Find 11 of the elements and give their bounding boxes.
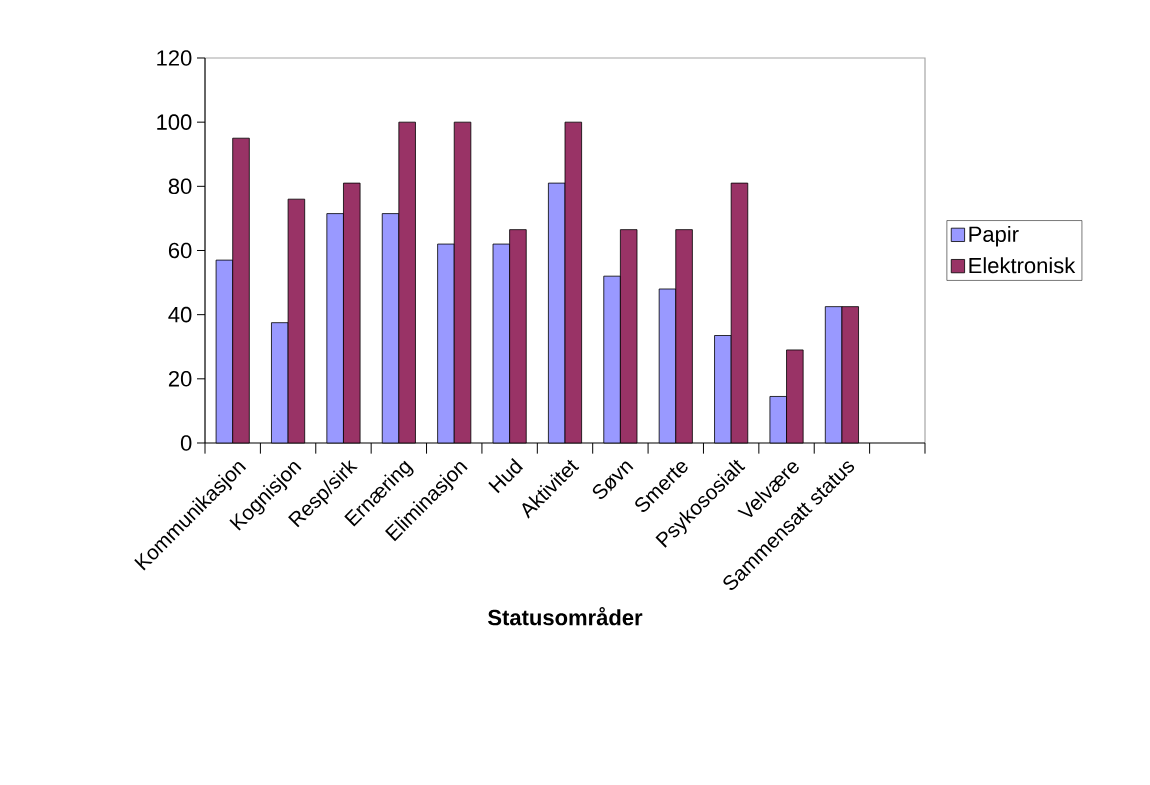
y-tick-label: 40 <box>168 306 192 323</box>
legend-label: Elektronisk <box>969 257 1076 274</box>
x-axis-title: Statusområder <box>488 607 643 626</box>
y-tick-label: 0 <box>180 435 192 451</box>
y-tick-label: 120 <box>157 50 192 66</box>
legend-label: Papir <box>969 225 1019 247</box>
y-tick-label: 20 <box>168 371 192 387</box>
y-tick-label: 100 <box>157 114 192 130</box>
y-tick-label: 80 <box>168 178 192 195</box>
x-tick-label: Hud <box>488 458 524 494</box>
y-tick-label: 60 <box>168 242 192 259</box>
